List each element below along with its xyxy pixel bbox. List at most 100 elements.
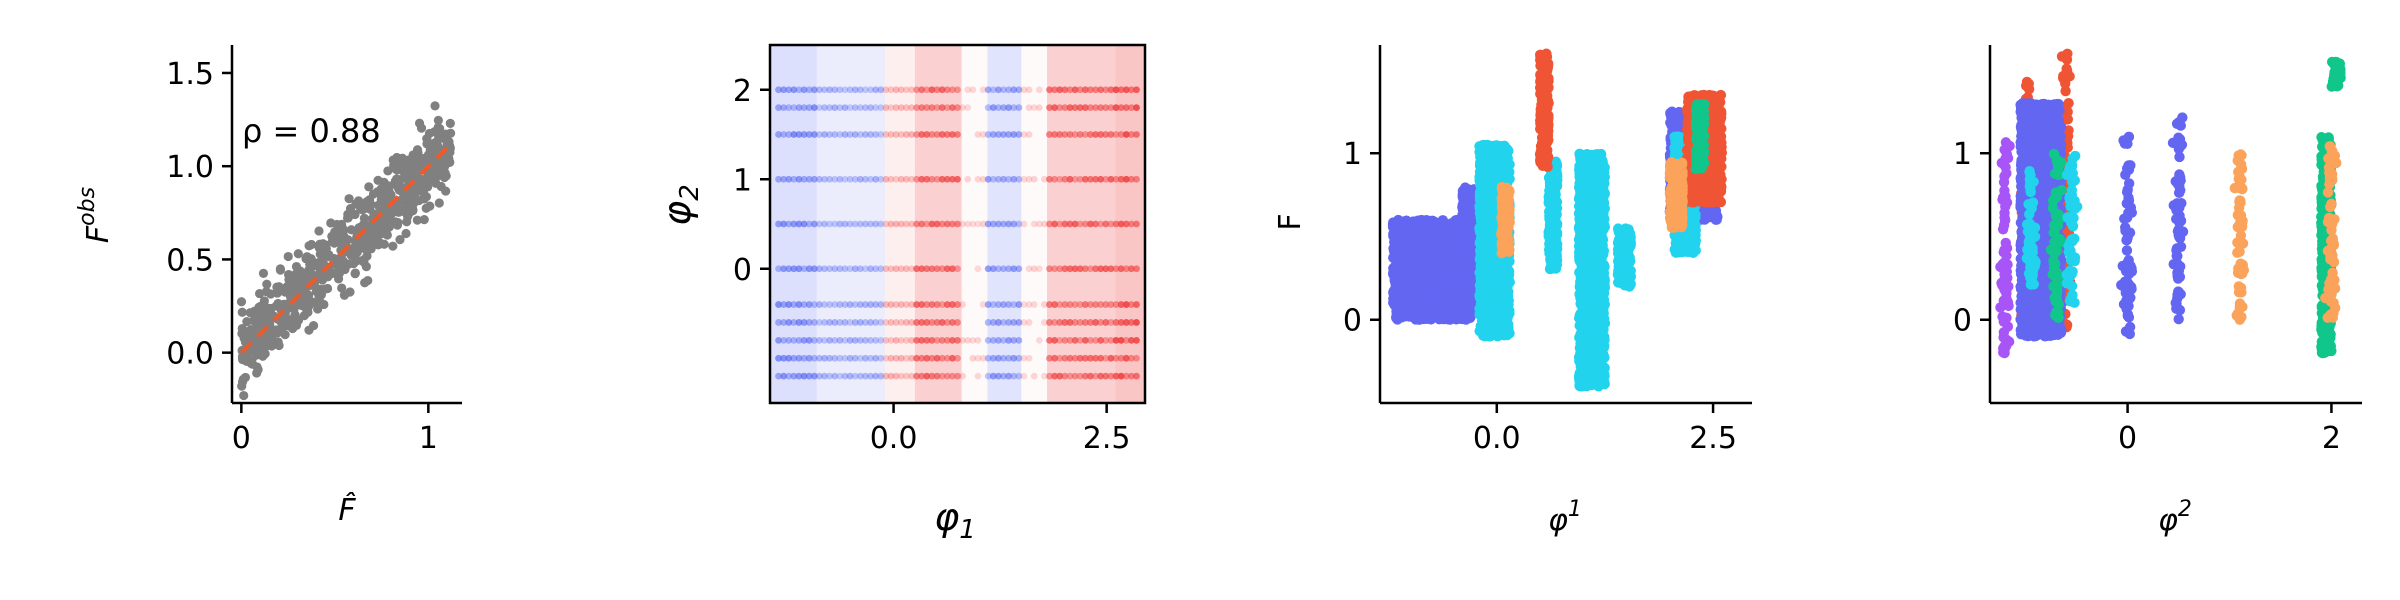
scatter-point — [1412, 281, 1424, 292]
sample-dot — [964, 175, 972, 183]
y-tick-label: 1.5 — [166, 57, 214, 92]
scatter-point — [1420, 237, 1432, 248]
scatter-point — [360, 278, 370, 288]
scatter-point — [1464, 214, 1475, 225]
scatter-point — [441, 186, 451, 196]
scatter-point — [419, 194, 429, 204]
scatter-point — [388, 155, 398, 165]
sample-dot — [954, 354, 961, 362]
sample-dot — [954, 319, 961, 326]
scatter-point — [350, 268, 360, 278]
y-axis-label: Fobs — [75, 187, 116, 243]
axes: 0 10.00.51.01.5 — [166, 45, 462, 456]
sample-dot — [1133, 104, 1140, 112]
scatter-point — [318, 250, 328, 260]
scatter-point — [1440, 269, 1452, 280]
sample-dot — [974, 372, 982, 380]
scatter-point — [259, 316, 269, 326]
scatter-point — [242, 317, 252, 327]
scatter-point — [1442, 313, 1453, 325]
scatter-point — [245, 308, 255, 318]
scatter-point — [256, 301, 266, 312]
scatter-point — [255, 335, 266, 345]
scatter-point — [290, 310, 300, 320]
sample-dot — [959, 301, 967, 308]
x-axis-label: F̂ — [338, 492, 356, 528]
scatter-point — [306, 268, 316, 278]
scatter-point — [1422, 313, 1433, 324]
scatter-point — [1405, 263, 1416, 274]
scatter-point — [368, 189, 379, 199]
x-tick-label: 1 — [419, 421, 438, 456]
scatter-point — [404, 155, 414, 165]
sample-dot — [954, 265, 961, 273]
scatter-point — [1447, 233, 1459, 245]
scatter-point — [345, 287, 355, 297]
scatter-point — [1425, 297, 1436, 309]
scatter-point — [343, 235, 353, 245]
scatter-point — [313, 258, 323, 268]
scatter-point — [1404, 310, 1416, 321]
sample-dot — [954, 86, 961, 94]
sample-dot — [964, 104, 972, 112]
scatter-point — [441, 171, 451, 181]
sample-dot — [1133, 336, 1140, 344]
scatter-point — [319, 299, 329, 310]
scatter-point — [373, 175, 383, 186]
y-axis-label: φ2 — [655, 184, 705, 226]
sample-dot — [1133, 131, 1140, 138]
scatter-point — [344, 194, 354, 204]
sample-dot — [1133, 175, 1140, 183]
y-tick-label: 2 — [733, 74, 752, 109]
scatter-point — [376, 203, 386, 213]
scatter-point — [402, 217, 412, 227]
scatter-point — [351, 246, 361, 256]
scatter-point — [1444, 298, 1456, 309]
scatter-point — [412, 215, 422, 225]
scatter-point — [1444, 257, 1455, 269]
sample-dot — [1133, 86, 1140, 94]
scatter-point — [295, 266, 305, 276]
sample-dot — [954, 131, 961, 138]
sample-dot — [1035, 336, 1043, 344]
scatter-point — [327, 231, 337, 241]
scatter-point — [434, 198, 444, 208]
scatter-point — [1417, 223, 1428, 235]
x-tick-label: 0.0 — [870, 421, 918, 456]
sample-dot — [1035, 104, 1043, 112]
scatter-point — [411, 195, 421, 205]
scatter-point — [323, 272, 333, 282]
x-tick-label: 2.5 — [1083, 421, 1131, 456]
scatter-point — [304, 325, 314, 335]
sample-dot — [1133, 220, 1140, 228]
scatter-point — [262, 279, 272, 289]
scatter-point — [237, 381, 247, 391]
scatter-point — [388, 241, 398, 251]
scatter-point — [296, 298, 306, 308]
scatter-point — [433, 161, 443, 171]
sample-dot — [1030, 372, 1038, 380]
scatter-point — [393, 207, 404, 217]
y-tick-label: 1 — [733, 163, 752, 198]
sample-dot — [959, 372, 967, 380]
scatter-point — [1396, 249, 1407, 260]
scatter-point — [1437, 283, 1448, 295]
sample-dot — [1025, 131, 1033, 138]
scatter-point — [425, 145, 435, 155]
sample-dot — [1020, 372, 1028, 380]
scatter-point — [274, 340, 284, 350]
scatter-point — [283, 251, 293, 262]
x-tick-label: 0 — [232, 421, 251, 456]
scatter-point — [337, 283, 347, 293]
scatter-point — [390, 163, 400, 174]
scatter-point — [275, 264, 285, 274]
sample-dot — [954, 175, 961, 183]
scatter-point — [292, 318, 302, 328]
sample-dot — [1133, 265, 1140, 273]
sample-dot — [974, 265, 982, 273]
sample-dot — [1030, 301, 1038, 308]
sample-dot — [1030, 175, 1038, 183]
scatter-point — [1462, 224, 1473, 235]
scatter-point — [293, 249, 303, 259]
sample-dot — [1025, 86, 1033, 94]
